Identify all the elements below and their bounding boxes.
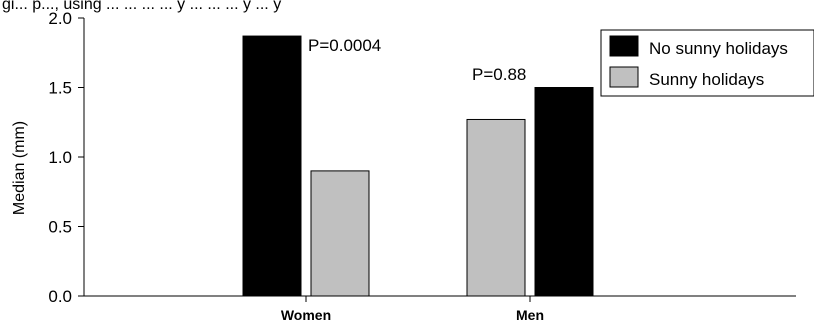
bars [242, 35, 594, 302]
y-axis-title: Median (mm) [11, 121, 28, 215]
legend-swatch-sunny [609, 66, 639, 88]
y-tick-label: 1.5 [48, 79, 72, 98]
y-tick-label: 0.5 [48, 218, 72, 237]
y-tick-label: 1.0 [48, 148, 72, 167]
bar-women-no-sunny [242, 35, 302, 297]
legend-swatch-no-sunny [609, 35, 639, 57]
y-tick-label: 2.0 [48, 9, 72, 28]
x-tick-label-men: Men [516, 307, 544, 323]
bar-men-sunny [466, 118, 526, 297]
legend: No sunny holidays Sunny holidays [600, 29, 814, 97]
bar-men-no-sunny [534, 87, 594, 297]
y-ticks: 0.0 0.5 1.0 1.5 2.0 [48, 9, 84, 306]
x-tick-labels: Women Men [281, 307, 544, 323]
p-value-men: P=0.88 [472, 65, 526, 84]
x-tick-label-women: Women [281, 307, 331, 323]
p-value-women: P=0.0004 [308, 36, 381, 55]
bar-women-sunny [310, 170, 370, 297]
legend-label-no-sunny: No sunny holidays [649, 39, 788, 58]
y-tick-label: 0.0 [48, 287, 72, 306]
top-caption-fragment: gi... p..., using ... ... ... ... y ... … [2, 0, 281, 13]
legend-label-sunny: Sunny holidays [649, 70, 764, 89]
